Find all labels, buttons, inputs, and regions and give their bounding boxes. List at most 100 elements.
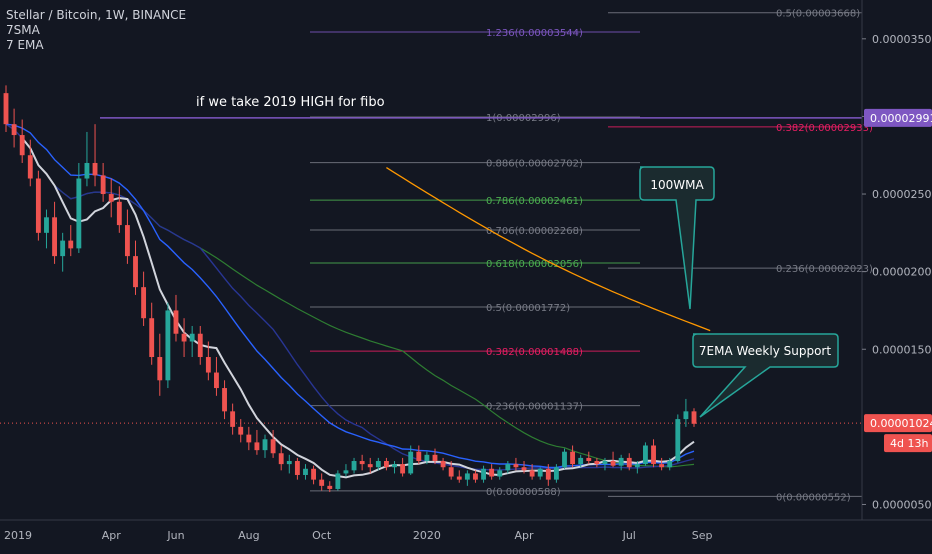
candle[interactable] — [626, 453, 632, 471]
candle[interactable] — [76, 162, 82, 254]
candle[interactable] — [400, 457, 406, 477]
candle[interactable] — [149, 302, 155, 365]
candle[interactable] — [392, 461, 397, 474]
candle[interactable] — [416, 445, 422, 465]
candle[interactable] — [319, 473, 325, 491]
candle[interactable] — [181, 318, 187, 358]
candle[interactable] — [100, 162, 106, 202]
candle[interactable] — [52, 201, 57, 264]
candle[interactable] — [545, 464, 551, 486]
candle[interactable] — [432, 448, 438, 465]
candle[interactable] — [529, 464, 535, 480]
candle[interactable] — [311, 465, 317, 485]
candle[interactable] — [230, 403, 236, 435]
candle[interactable] — [254, 429, 260, 455]
candle[interactable] — [408, 445, 414, 475]
candle-body — [545, 468, 551, 480]
candle[interactable] — [19, 119, 25, 163]
candle[interactable] — [165, 302, 171, 389]
candle[interactable] — [205, 341, 211, 381]
candle[interactable] — [537, 467, 543, 480]
candle[interactable] — [270, 429, 276, 458]
candle[interactable] — [189, 325, 195, 358]
candle[interactable] — [505, 461, 511, 474]
candle[interactable] — [424, 451, 430, 465]
candle[interactable] — [610, 451, 616, 468]
candle[interactable] — [116, 186, 122, 233]
candle[interactable] — [238, 419, 244, 443]
candle[interactable] — [68, 225, 74, 257]
candle[interactable] — [84, 131, 90, 187]
candle[interactable] — [448, 461, 454, 480]
candle[interactable] — [173, 294, 179, 342]
candle[interactable] — [497, 467, 503, 480]
candle-body — [60, 240, 66, 257]
candle[interactable] — [286, 454, 292, 474]
candle[interactable] — [618, 454, 624, 471]
candle[interactable] — [351, 457, 357, 474]
candle-body — [594, 461, 600, 465]
candle[interactable] — [124, 209, 130, 264]
candle[interactable] — [335, 470, 341, 491]
candle[interactable] — [278, 445, 284, 471]
candle[interactable] — [35, 170, 41, 241]
candle[interactable] — [456, 470, 462, 483]
x-tick-label: Jul — [622, 529, 636, 542]
candle[interactable] — [133, 240, 138, 295]
candle[interactable] — [294, 457, 300, 480]
candle[interactable] — [303, 464, 308, 480]
candle-body — [634, 464, 640, 468]
candle[interactable] — [464, 470, 470, 486]
candle[interactable] — [521, 461, 527, 474]
candle[interactable] — [108, 178, 114, 218]
candle[interactable] — [634, 461, 640, 474]
candle[interactable] — [683, 398, 689, 427]
candle[interactable] — [359, 454, 365, 471]
candle[interactable] — [586, 451, 592, 465]
candle[interactable] — [513, 457, 519, 471]
candle[interactable] — [3, 85, 9, 132]
candle[interactable] — [602, 457, 608, 471]
candle[interactable] — [594, 457, 600, 468]
candle-body — [667, 461, 673, 468]
candle[interactable] — [197, 325, 203, 365]
candle[interactable] — [246, 426, 252, 451]
candle[interactable] — [659, 457, 665, 471]
candle[interactable] — [141, 271, 147, 326]
sma7-line — [21, 137, 695, 479]
candle-body — [197, 333, 203, 358]
candle[interactable] — [375, 457, 381, 471]
candle[interactable] — [262, 434, 268, 458]
candle[interactable] — [667, 457, 673, 471]
candle[interactable] — [44, 209, 49, 249]
candle[interactable] — [570, 445, 576, 468]
candle[interactable] — [343, 464, 349, 477]
candle[interactable] — [11, 108, 17, 148]
indicator-7sma[interactable]: 7SMA — [6, 23, 40, 37]
candle[interactable] — [473, 470, 478, 483]
candle[interactable] — [643, 442, 648, 466]
candle[interactable] — [578, 454, 584, 468]
candle[interactable] — [367, 457, 373, 474]
candle[interactable] — [481, 465, 486, 483]
candle[interactable] — [214, 357, 219, 396]
candle[interactable] — [92, 124, 98, 187]
candle[interactable] — [27, 139, 33, 187]
candle[interactable] — [553, 464, 559, 483]
candle[interactable] — [691, 408, 697, 427]
candle[interactable] — [440, 457, 446, 471]
candle[interactable] — [562, 448, 567, 469]
candle[interactable] — [327, 481, 333, 493]
wma100-line — [386, 167, 711, 332]
candle[interactable] — [489, 464, 495, 480]
candle[interactable] — [60, 232, 66, 272]
candle[interactable] — [157, 333, 163, 396]
candle[interactable] — [222, 380, 227, 420]
candle[interactable] — [675, 414, 681, 463]
candles-layer[interactable] — [3, 85, 697, 493]
candle[interactable] — [651, 439, 656, 468]
candle[interactable] — [383, 457, 389, 471]
indicator-7ema[interactable]: 7 EMA — [6, 38, 44, 52]
